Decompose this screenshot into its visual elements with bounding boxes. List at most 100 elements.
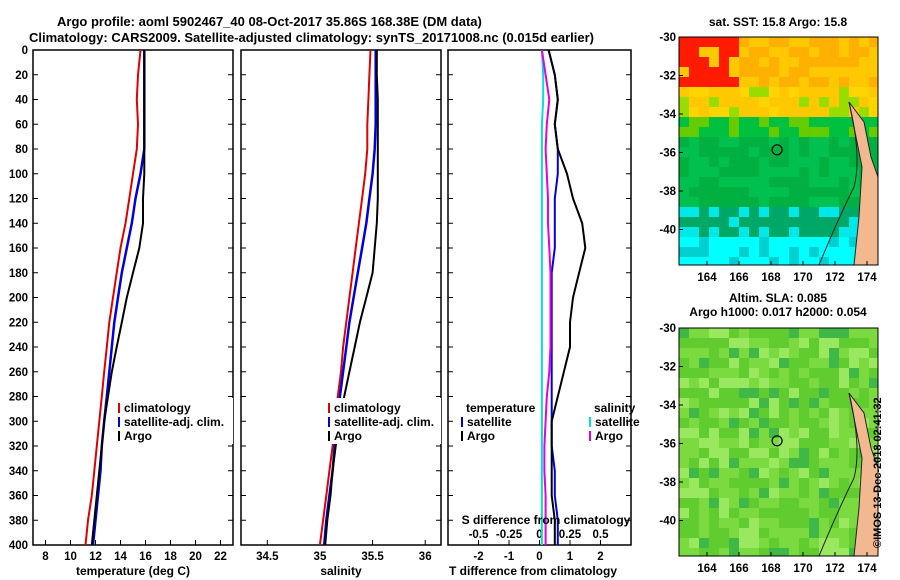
map-cell [719, 498, 729, 508]
map-cell [849, 247, 859, 257]
map-cell [739, 348, 749, 358]
map-cell [759, 548, 769, 556]
map-cell [709, 438, 719, 448]
legend-d-t-satellite-label: satellite [467, 415, 512, 429]
map-cell [789, 147, 799, 157]
map-cell [779, 358, 789, 368]
x-tick-label: 8 [42, 551, 49, 563]
map-cell [719, 97, 729, 107]
map-cell [849, 227, 859, 237]
map-cell [739, 217, 749, 227]
map-cell [759, 177, 769, 187]
map-cell [739, 398, 749, 408]
x-tick-label: 36 [419, 551, 432, 563]
map-cell [829, 197, 839, 207]
map-cell [719, 197, 729, 207]
map-cell [789, 107, 799, 117]
map-cell [829, 368, 839, 378]
map-cell [779, 378, 789, 388]
map-cell [689, 388, 699, 398]
map-cell [859, 57, 869, 67]
map-cell [779, 147, 789, 157]
coastline [818, 392, 858, 557]
x-tick-label: -1 [504, 551, 515, 563]
map-cell [719, 207, 729, 217]
map-cell [759, 257, 769, 265]
map-cell [849, 137, 859, 147]
depth-tick-label: 60 [15, 119, 28, 131]
s-difference-xlabel: S difference from climatology [462, 513, 631, 527]
map-cell [709, 87, 719, 97]
map-cell [759, 518, 769, 528]
map-cell [859, 37, 869, 47]
map-lon-tick-label: 172 [825, 563, 844, 575]
map-cell [779, 408, 789, 418]
map-cell [829, 77, 839, 87]
map-cell [869, 77, 878, 87]
map-cell [709, 328, 719, 338]
map-cell [709, 538, 719, 548]
map-cell [699, 127, 709, 137]
map-cell [859, 97, 869, 107]
map-cell [749, 97, 759, 107]
map-cell [719, 87, 729, 97]
map-cell [849, 67, 859, 77]
map-cell [819, 47, 829, 57]
map-cell [739, 328, 749, 338]
map-cell [799, 237, 809, 247]
map-cell [749, 77, 759, 87]
map-cell [739, 438, 749, 448]
map-cell [729, 478, 739, 488]
map-cell [829, 97, 839, 107]
map-cell [709, 448, 719, 458]
map-cell [809, 388, 819, 398]
map-cell [839, 197, 849, 207]
map-cell [839, 538, 849, 548]
map-cell [839, 508, 849, 518]
map-cell [859, 77, 869, 87]
map-cell [779, 197, 789, 207]
x-tick-label: 16 [139, 551, 152, 563]
map-cell [729, 518, 739, 528]
map-cell [699, 508, 709, 518]
map-cell [869, 137, 878, 147]
map-cell [749, 348, 759, 358]
map-cell [799, 37, 809, 47]
map-cell [739, 167, 749, 177]
map-cell [719, 187, 729, 197]
map-cell [809, 97, 819, 107]
map-cell [849, 338, 859, 348]
map-cell [769, 237, 779, 247]
map-cell [769, 227, 779, 237]
map-cell [779, 448, 789, 458]
map-cell [759, 37, 769, 47]
map-cell [809, 107, 819, 117]
map-cell [689, 448, 699, 458]
map-cell [729, 87, 739, 97]
map-cell [699, 488, 709, 498]
map-cell [679, 508, 689, 518]
map-cell [699, 257, 709, 265]
map-cell [819, 378, 829, 388]
map-cell [809, 157, 819, 167]
map-cell [839, 408, 849, 418]
map-cell [689, 177, 699, 187]
map-cell [699, 227, 709, 237]
map-cell [829, 448, 839, 458]
map-cell [859, 388, 869, 398]
map-cell [799, 408, 809, 418]
map-cell [839, 388, 849, 398]
map-cell [679, 147, 689, 157]
map-lat-tick-label: -36 [659, 439, 676, 451]
map-cell [739, 117, 749, 127]
map-cell [759, 207, 769, 217]
map-cell [809, 498, 819, 508]
map-cell [779, 67, 789, 77]
map-cell [709, 47, 719, 57]
map-cell [779, 57, 789, 67]
map-cell [799, 87, 809, 97]
map-cell [769, 117, 779, 127]
map-cell [869, 358, 878, 368]
map-cell [779, 438, 789, 448]
map-cell [719, 418, 729, 428]
